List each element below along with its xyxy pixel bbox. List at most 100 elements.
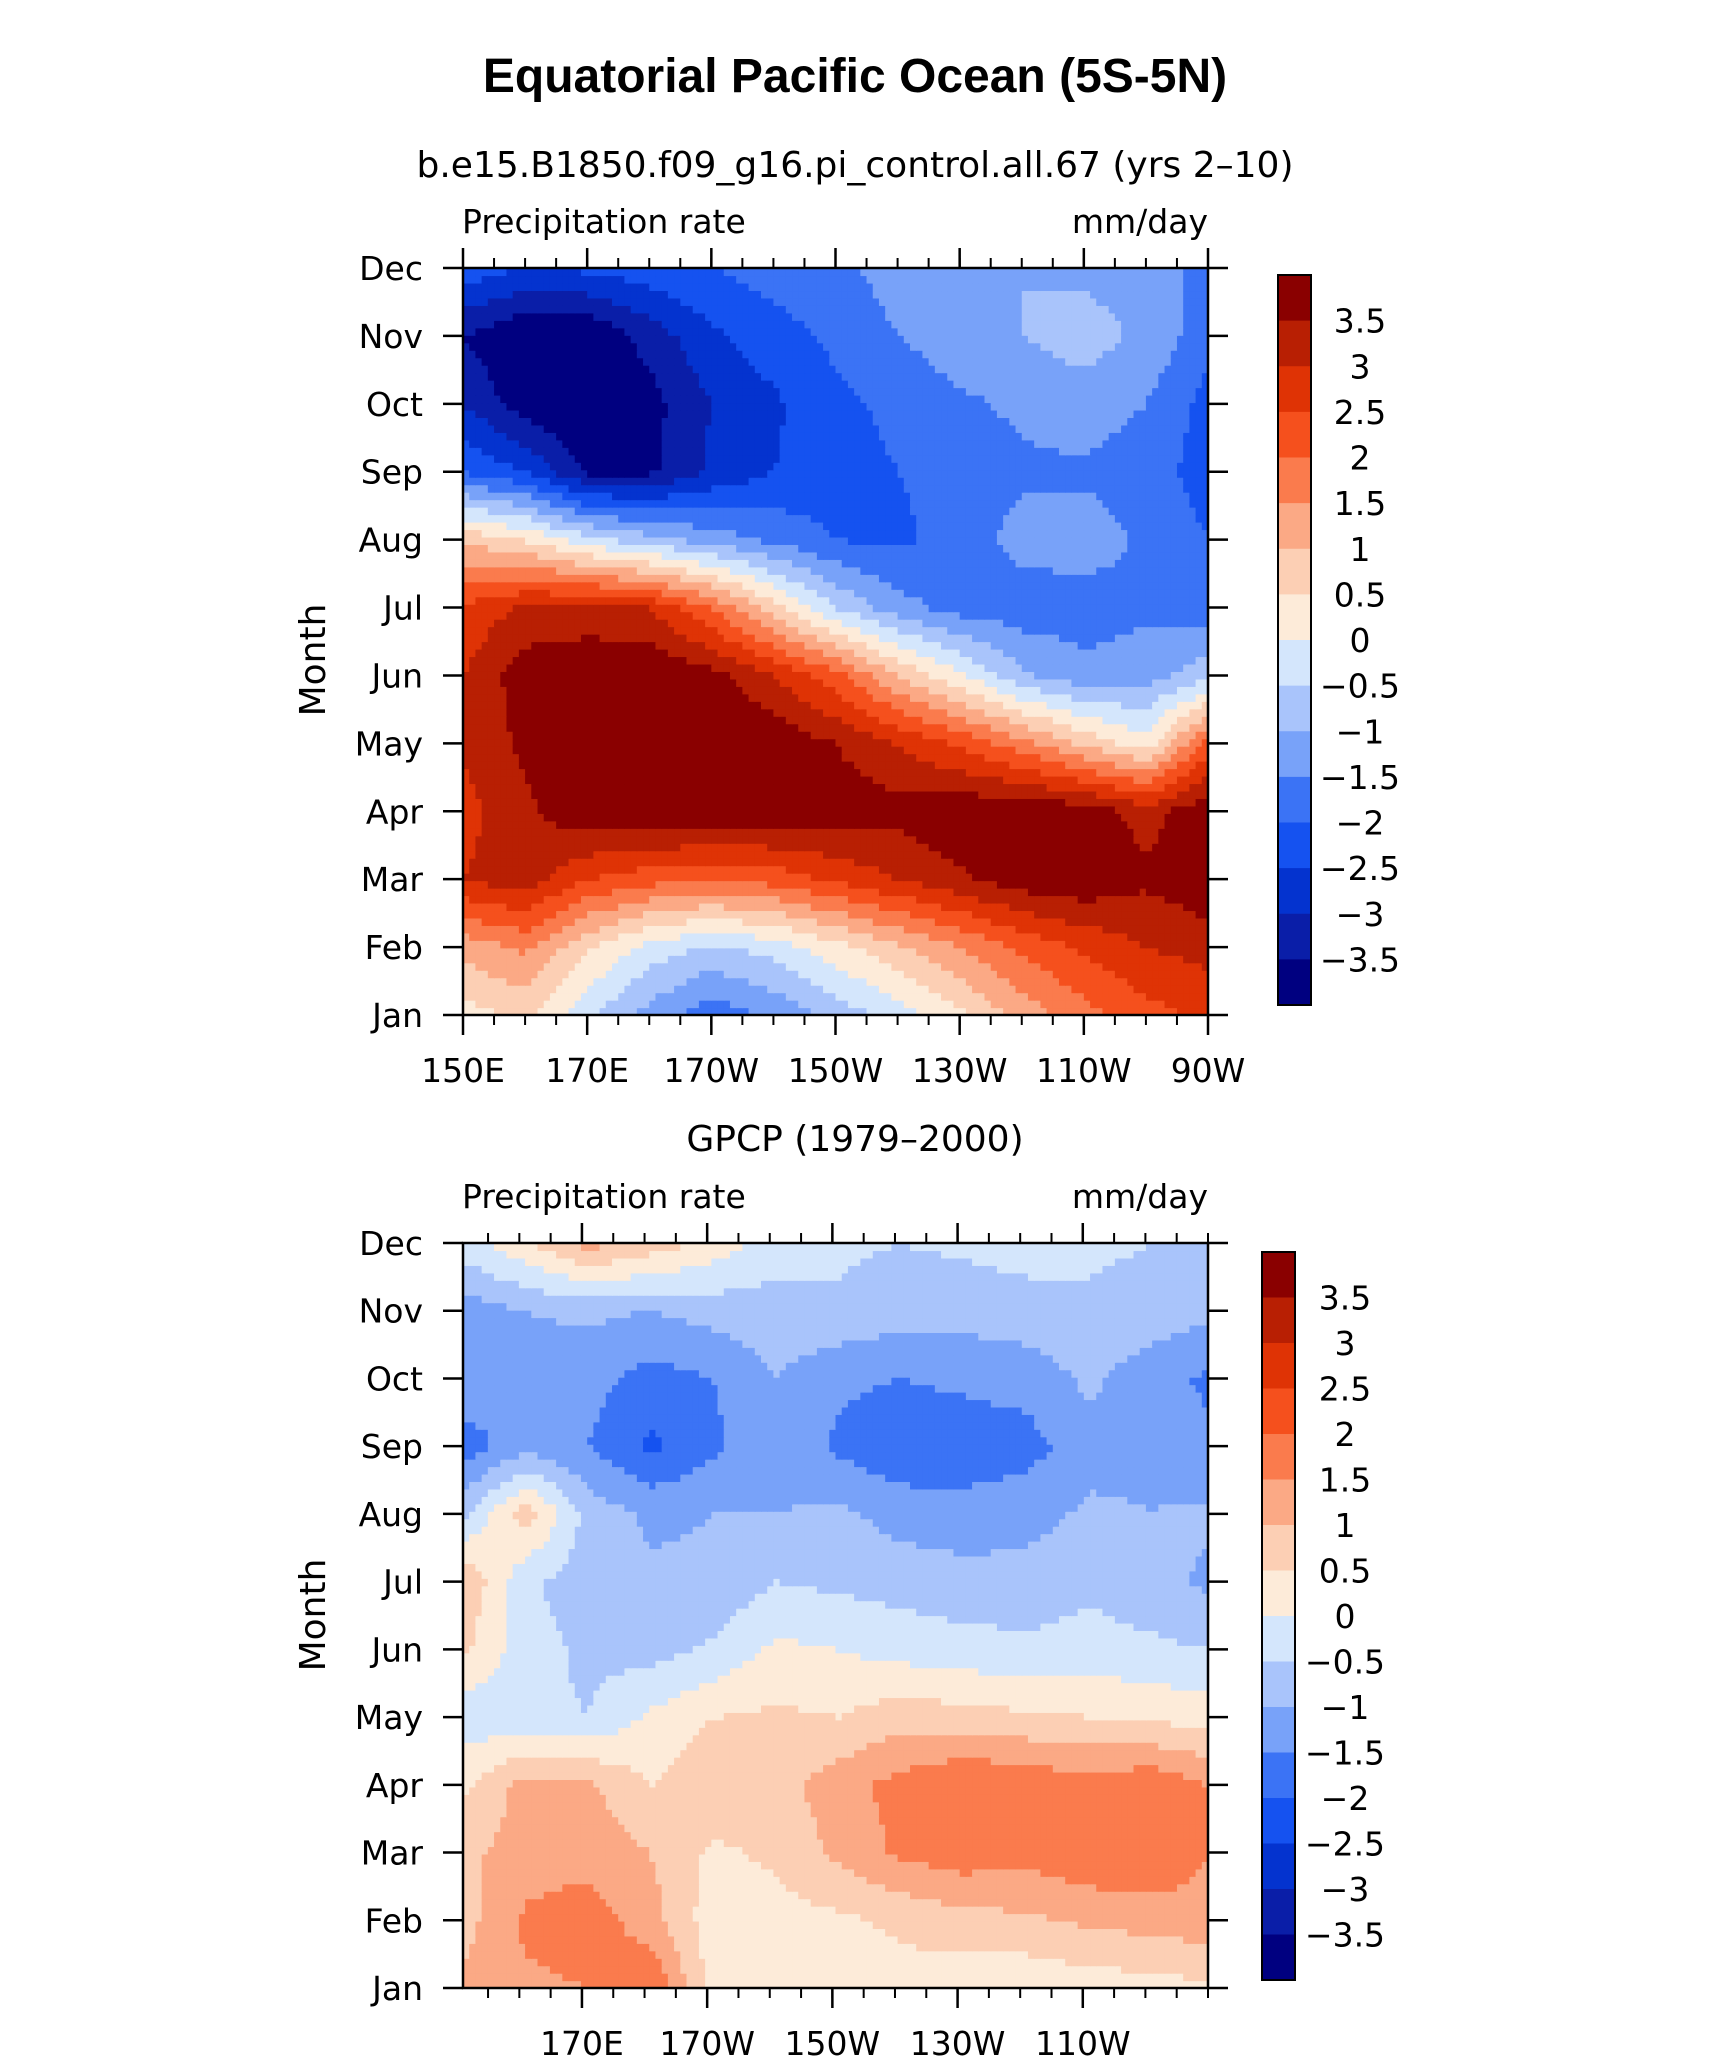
contour-cell — [785, 985, 793, 994]
contour-cell — [624, 835, 632, 844]
contour-cell — [779, 947, 787, 956]
contour-cell — [593, 843, 601, 852]
contour-cell — [1009, 932, 1017, 941]
contour-cell — [841, 753, 849, 762]
contour-cell — [674, 828, 681, 837]
contour-cell — [897, 820, 905, 829]
contour-cell — [829, 962, 837, 971]
contour-cell — [860, 880, 868, 889]
contour-cell — [723, 970, 731, 979]
contour-cell — [500, 865, 508, 874]
contour-cell — [1040, 992, 1048, 1001]
contour-cell — [996, 775, 1004, 785]
contour-cell — [469, 985, 477, 994]
contour-cell — [518, 873, 526, 882]
contour-cell — [866, 701, 874, 710]
contour-cell — [1003, 798, 1010, 807]
contour-cell — [947, 977, 955, 986]
contour-cell — [1071, 708, 1079, 717]
contour-cell — [729, 753, 737, 762]
contour-cell — [680, 985, 688, 994]
contour-cell — [537, 925, 545, 934]
contour-cell — [897, 925, 905, 934]
contour-cell — [854, 753, 861, 762]
contour-cell — [860, 843, 868, 852]
contour-cell — [1015, 746, 1023, 755]
contour-cell — [1003, 977, 1010, 986]
contour-cell — [1108, 850, 1116, 859]
contour-cell — [810, 746, 818, 755]
contour-cell — [705, 858, 712, 867]
contour-cell — [580, 932, 588, 941]
contour-cell — [816, 955, 824, 964]
contour-cell — [816, 828, 824, 837]
contour-cell — [872, 723, 880, 732]
contour-cell — [593, 805, 601, 814]
contour-cell — [1065, 805, 1073, 814]
contour-cell — [1108, 858, 1116, 867]
contour-cell — [587, 947, 594, 956]
contour-cell — [810, 932, 818, 941]
contour-cell — [1139, 962, 1147, 971]
contour-cell — [599, 761, 607, 770]
contour-cell — [1077, 880, 1085, 889]
contour-cell — [618, 977, 626, 986]
contour-cell — [829, 970, 837, 979]
contour-cell — [1195, 708, 1203, 717]
contour-cell — [661, 753, 669, 762]
contour-cell — [636, 843, 644, 852]
contour-cell — [1009, 858, 1017, 867]
contour-cell — [736, 888, 743, 897]
contour-cell — [1152, 985, 1159, 994]
contour-cell — [761, 813, 768, 822]
contour-cell — [972, 738, 979, 747]
contour-cell — [854, 917, 861, 926]
contour-cell — [562, 813, 570, 822]
contour-cell — [562, 708, 570, 717]
contour-cell — [947, 820, 955, 829]
contour-cell — [761, 977, 768, 986]
contour-cell — [1071, 940, 1079, 949]
contour-cell — [1102, 940, 1110, 949]
contour-cell — [568, 753, 576, 762]
contour-cell — [1158, 731, 1166, 740]
contour-cell — [680, 708, 688, 717]
contour-cell — [711, 1007, 719, 1016]
contour-cell — [469, 947, 477, 956]
contour-cell — [878, 873, 886, 882]
contour-cell — [1183, 895, 1190, 904]
contour-cell — [593, 992, 601, 1001]
contour-cell — [481, 888, 489, 897]
contour-cell — [823, 798, 830, 807]
contour-cell — [872, 716, 880, 725]
contour-cell — [736, 902, 743, 912]
contour-cell — [804, 962, 812, 971]
contour-cell — [469, 783, 477, 792]
contour-cell — [661, 895, 669, 904]
contour-cell — [705, 768, 712, 777]
contour-cell — [574, 850, 582, 859]
contour-cell — [878, 843, 886, 852]
contour-cell — [1077, 992, 1085, 1001]
contour-cell — [1034, 753, 1041, 762]
contour-cell — [525, 820, 532, 829]
contour-cell — [1170, 775, 1178, 785]
contour-cell — [891, 753, 899, 762]
contour-cell — [754, 708, 762, 717]
contour-cell — [1121, 888, 1128, 897]
contour-cell — [1015, 820, 1023, 829]
contour-cell — [947, 940, 955, 949]
contour-cell — [636, 828, 644, 837]
contour-cell — [1015, 790, 1023, 799]
contour-cell — [847, 716, 855, 725]
contour-cell — [891, 850, 899, 859]
contour-cell — [928, 775, 936, 785]
contour-cell — [512, 858, 520, 867]
contour-cell — [965, 895, 973, 904]
contour-cell — [1052, 716, 1060, 725]
contour-cell — [1096, 738, 1104, 747]
contour-cell — [1071, 932, 1079, 941]
contour-cell — [1040, 746, 1048, 755]
contour-cell — [773, 1007, 781, 1016]
contour-cell — [1065, 731, 1073, 740]
